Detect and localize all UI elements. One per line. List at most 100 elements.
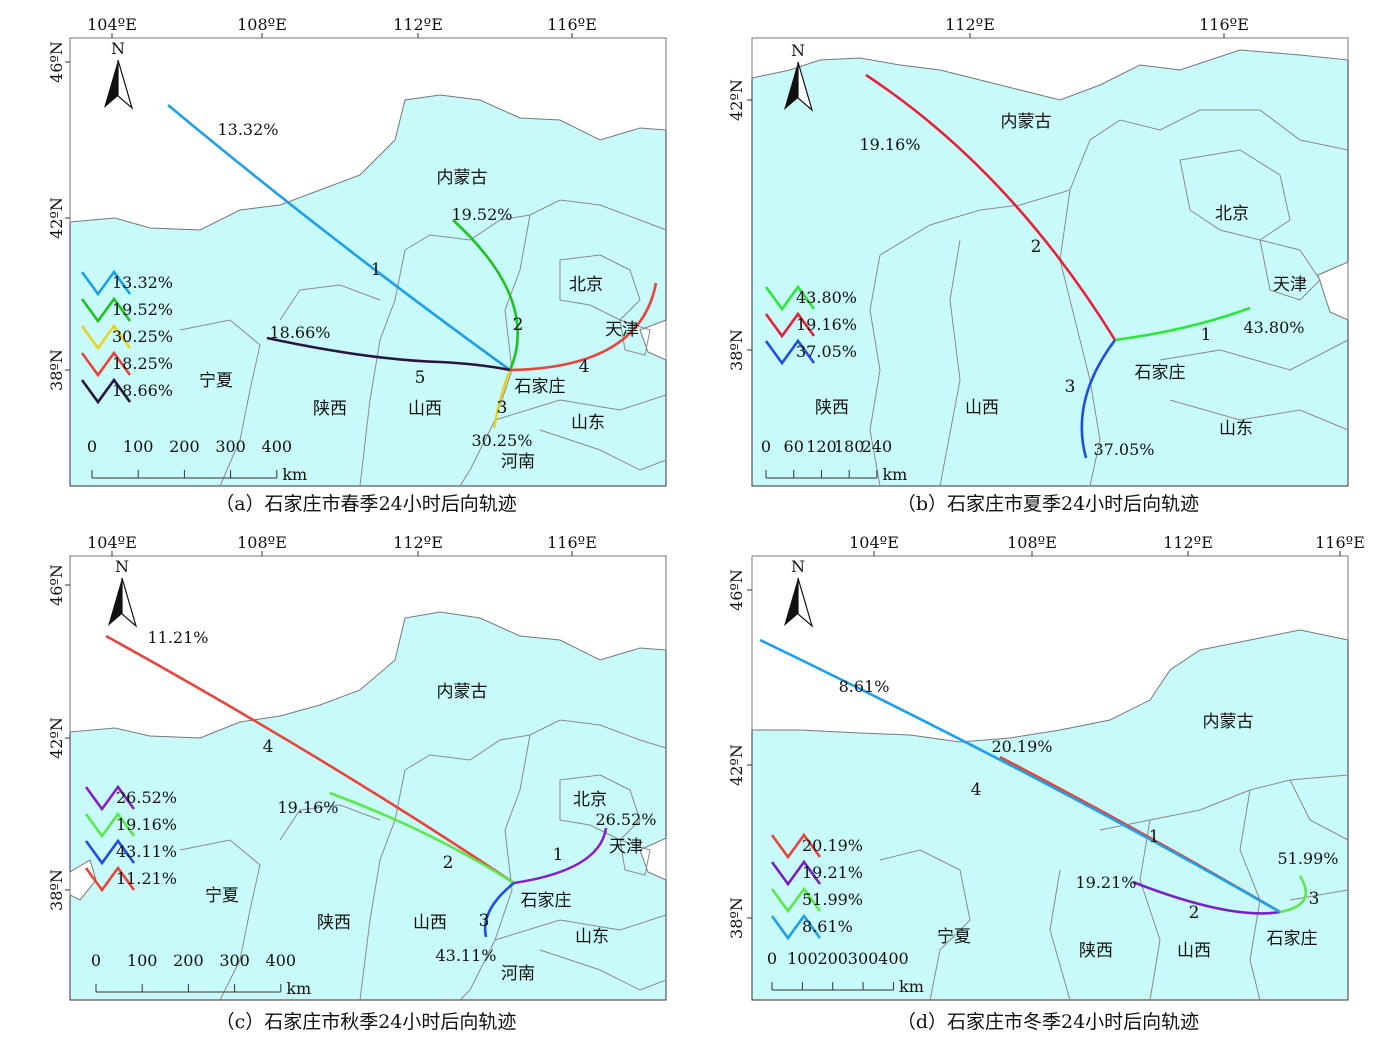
scale-label: 120 xyxy=(806,437,837,456)
scale-label: 240 xyxy=(862,437,893,456)
trajectory-a-2 xyxy=(452,219,519,371)
legend-swatch xyxy=(80,296,132,324)
legend-label: 19.16% xyxy=(116,815,177,834)
longitude-tick-label: 104ºE xyxy=(849,533,899,552)
region-label: 山东 xyxy=(575,927,609,947)
region-label: 陕西 xyxy=(313,399,347,419)
mongolia-area xyxy=(751,37,1349,101)
legend-label: 19.16% xyxy=(796,315,857,334)
region-label: 天津 xyxy=(605,320,639,340)
region-label: 山东 xyxy=(1219,419,1253,439)
province-boundaries xyxy=(869,109,1349,487)
trajectory-b-3 xyxy=(1080,339,1117,459)
longitude-tick-label: 112ºE xyxy=(393,533,443,552)
north-label: N xyxy=(791,41,805,60)
legend-swatch xyxy=(80,323,132,351)
trajectory-number: 1 xyxy=(371,260,382,280)
trajectory-number: 4 xyxy=(971,780,982,800)
scale-label: 200 xyxy=(817,949,848,968)
trajectory-d-2 xyxy=(1132,880,1281,915)
longitude-tick-label: 112ºE xyxy=(1163,533,1213,552)
latitude-tick-label: 38ºN xyxy=(727,329,746,371)
longitude-tick-label: 108ºE xyxy=(1007,533,1057,552)
scale-label: 180 xyxy=(834,437,865,456)
region-label: 北京 xyxy=(1215,204,1249,224)
scale-label: 200 xyxy=(169,437,200,456)
region-label: 宁夏 xyxy=(199,371,233,391)
region-label: 内蒙古 xyxy=(437,168,488,188)
trajectory-percent: 37.05% xyxy=(1093,440,1154,459)
region-label: 天津 xyxy=(1273,275,1307,295)
panel-a xyxy=(69,37,667,487)
panel-b xyxy=(751,37,1349,487)
region-label: 山西 xyxy=(1177,941,1211,961)
trajectory-percent: 19.21% xyxy=(1075,873,1136,892)
scale-unit: km xyxy=(286,979,311,998)
scale-unit: km xyxy=(899,977,924,996)
region-label: 天津 xyxy=(609,837,643,857)
legend-swatch xyxy=(84,784,136,812)
panel-caption: （a）石家庄市春季24小时后向轨迹 xyxy=(215,493,517,515)
region-label: 石家庄 xyxy=(1267,929,1318,949)
trajectory-percent: 26.52% xyxy=(595,810,656,829)
trajectory-percent: 18.66% xyxy=(269,323,330,342)
legend-swatch xyxy=(80,350,132,378)
longitude-tick-label: 112ºE xyxy=(945,15,995,34)
trajectory-percent: 19.16% xyxy=(277,798,338,817)
scale-label: 100 xyxy=(787,949,818,968)
province-boundaries xyxy=(879,774,1349,1001)
scale-label: 60 xyxy=(784,437,804,456)
legend-swatch xyxy=(764,338,816,366)
region-label: 内蒙古 xyxy=(1001,112,1052,132)
region-label: 北京 xyxy=(573,790,607,810)
trajectory-percent: 20.19% xyxy=(991,737,1052,756)
legend-label: 13.32% xyxy=(112,273,173,292)
region-label: 宁夏 xyxy=(937,927,971,947)
longitude-tick-label: 116ºE xyxy=(547,533,597,552)
legend-swatch xyxy=(80,269,132,297)
legend-swatch xyxy=(80,377,132,405)
panel-caption: （b）石家庄市夏季24小时后向轨迹 xyxy=(897,493,1199,515)
trajectory-number: 3 xyxy=(1065,377,1076,397)
trajectory-number: 2 xyxy=(1189,903,1200,923)
scale-label: 0 xyxy=(91,951,101,970)
region-label: 山西 xyxy=(408,399,442,419)
trajectory-b-1 xyxy=(1114,306,1251,342)
latitude-tick-label: 46ºN xyxy=(47,564,66,606)
trajectory-a-4 xyxy=(509,282,658,372)
trajectory-c-4 xyxy=(105,634,515,885)
legend-swatch xyxy=(770,886,822,914)
trajectory-number: 5 xyxy=(415,368,426,388)
region-label: 河南 xyxy=(501,964,535,984)
trajectory-number: 4 xyxy=(579,357,590,377)
scale-label: 0 xyxy=(761,437,771,456)
panel-c xyxy=(69,555,667,1001)
sea-area xyxy=(1317,261,1349,321)
scale-label: 400 xyxy=(266,951,297,970)
longitude-tick-label: 116ºE xyxy=(1199,15,1249,34)
region-label: 石家庄 xyxy=(1135,363,1186,383)
trajectory-a-5 xyxy=(266,336,511,372)
legend-swatch xyxy=(764,284,816,312)
north-arrow-icon xyxy=(104,60,118,108)
trajectory-number: 1 xyxy=(1201,325,1212,345)
region-label: 石家庄 xyxy=(521,891,572,911)
legend-label: 11.21% xyxy=(116,869,177,888)
north-label: N xyxy=(115,557,129,576)
legend-swatch xyxy=(770,859,822,887)
trajectory-c-2 xyxy=(329,791,515,885)
scale-label: 0 xyxy=(87,437,97,456)
scale-label: 100 xyxy=(123,437,154,456)
region-label: 内蒙古 xyxy=(437,682,488,702)
legend-swatch xyxy=(764,311,816,339)
longitude-tick-label: 116ºE xyxy=(547,15,597,34)
trajectory-percent: 43.11% xyxy=(435,946,496,965)
latitude-tick-label: 46ºN xyxy=(47,41,66,83)
north-arrow-icon xyxy=(797,61,814,112)
legend-label: 18.66% xyxy=(112,381,173,400)
trajectory-percent: 8.61% xyxy=(839,677,890,696)
trajectory-percent: 11.21% xyxy=(147,628,208,647)
region-label: 陕西 xyxy=(1079,941,1113,961)
north-label: N xyxy=(111,39,125,58)
